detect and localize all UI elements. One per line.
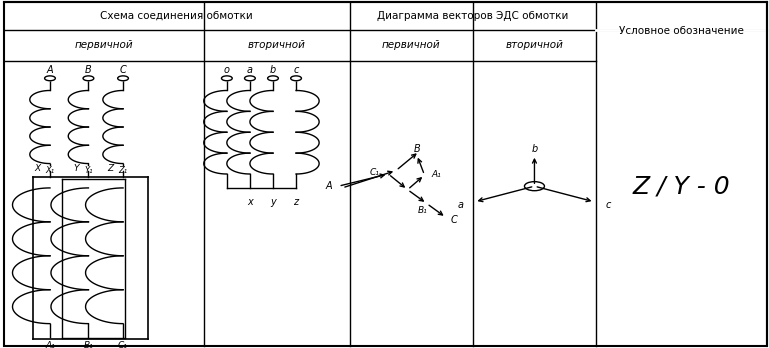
Text: A: A [326,181,332,191]
Circle shape [524,182,544,191]
Text: вторичной: вторичной [505,40,564,50]
Text: Y₁: Y₁ [84,166,93,175]
Text: Схема соединения обмотки: Схема соединения обмотки [101,11,253,21]
Circle shape [221,76,232,81]
Text: Условное обозначение: Условное обозначение [619,26,744,36]
Circle shape [268,76,278,81]
Text: b: b [531,144,538,153]
Circle shape [45,76,55,81]
Text: z: z [294,197,298,207]
Text: x: x [247,197,253,207]
Text: B: B [85,65,92,74]
Text: Z₁: Z₁ [118,166,128,175]
Text: o: o [224,65,230,74]
Text: B₁: B₁ [418,206,428,215]
Text: X₁: X₁ [45,166,55,175]
Text: a: a [247,65,253,74]
Text: C: C [120,65,126,74]
Text: A: A [47,65,53,74]
Text: y: y [270,197,276,207]
Text: первичной: первичной [75,40,133,50]
Text: Диаграмма векторов ЭДС обмотки: Диаграмма векторов ЭДС обмотки [378,11,568,21]
Text: вторичной: вторичной [248,40,306,50]
Text: C₁: C₁ [370,168,379,177]
Text: C₁: C₁ [118,341,128,348]
Text: A₁: A₁ [45,341,55,348]
Text: C: C [451,215,457,225]
Text: c: c [605,200,611,209]
Text: первичной: первичной [382,40,441,50]
Text: X: X [35,164,41,173]
Text: Z: Z [108,164,114,173]
Text: a: a [458,200,464,209]
Text: Y: Y [74,164,79,173]
Text: B₁: B₁ [84,341,93,348]
Text: B: B [414,144,420,153]
Circle shape [245,76,255,81]
Circle shape [83,76,94,81]
Text: Z / Y - 0: Z / Y - 0 [633,174,730,198]
Circle shape [291,76,301,81]
Text: b: b [270,65,276,74]
Circle shape [118,76,128,81]
Text: c: c [294,65,298,74]
Text: A₁: A₁ [432,169,441,179]
